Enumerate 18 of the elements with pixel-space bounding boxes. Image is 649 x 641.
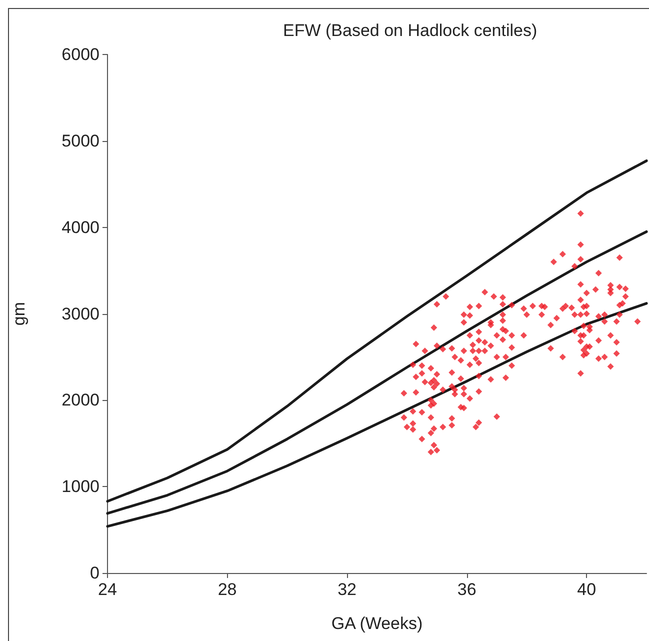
x-tick-label: 24 (98, 580, 117, 599)
line-series (106, 302, 648, 528)
line-series (106, 159, 648, 503)
y-tick-label: 4000 (62, 218, 100, 237)
line-series (106, 230, 648, 515)
y-axis-title: gm (10, 302, 28, 326)
chart-title: EFW (Based on Hadlock centiles) (283, 21, 538, 40)
x-tick-label: 28 (218, 580, 237, 599)
x-tick-label: 32 (338, 580, 357, 599)
x-tick-label: 36 (457, 580, 476, 599)
x-axis-title: GA (Weeks) (331, 614, 423, 633)
x-tick-label: 40 (577, 580, 596, 599)
y-tick-label: 0 (90, 564, 100, 582)
y-tick-label: 5000 (62, 131, 100, 150)
y-tick-label: 6000 (62, 45, 100, 64)
y-tick-label: 3000 (62, 304, 100, 324)
y-tick-label: 2000 (62, 390, 100, 410)
y-tick-label: 1000 (62, 477, 100, 496)
